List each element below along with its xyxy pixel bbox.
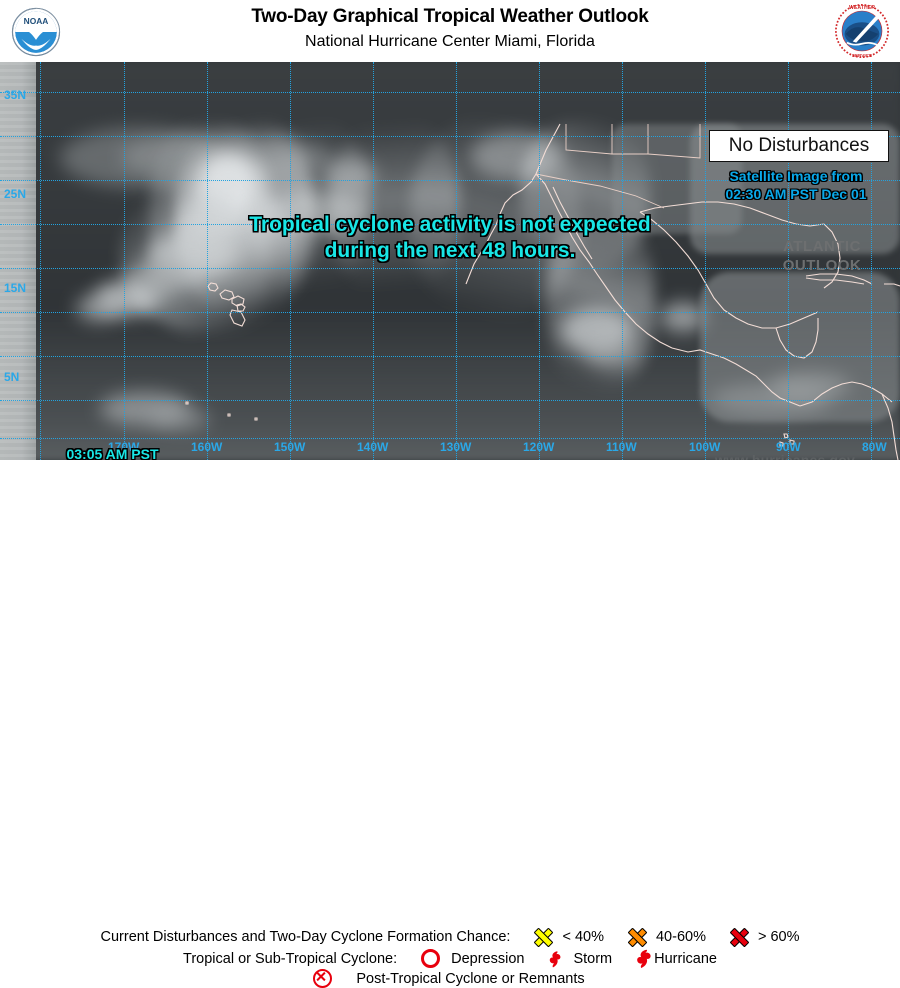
grid-line-horizontal [0, 400, 900, 401]
legend-chance-medium-label: 40-60% [655, 928, 706, 945]
grid-line-vertical [207, 62, 208, 460]
cloud-cell [76, 294, 122, 322]
satellite-image-info: Satellite Image from 02:30 AM PST Dec 01 [706, 167, 886, 203]
earth-limb-texture [0, 62, 36, 460]
svg-text:WEATHER: WEATHER [849, 5, 875, 11]
legend-panel: Current Disturbances and Two-Day Cyclone… [0, 460, 900, 988]
lon-label-90w: 90W [776, 440, 801, 454]
lon-label-100w: 100W [689, 440, 721, 454]
lat-label-25n: 25N [4, 187, 27, 201]
earth-limb [0, 62, 36, 460]
grid-line-horizontal [0, 356, 900, 357]
watermark-url: www.hurricanes.gov [715, 452, 856, 460]
cloud-cell [660, 302, 706, 332]
hurricane-swirl-icon [637, 949, 651, 968]
lon-label-130w: 130W [440, 440, 472, 454]
caribbean-region [700, 272, 900, 422]
legend-chance-low-label: < 40% [562, 928, 604, 945]
lon-label-140w: 140W [357, 440, 389, 454]
cloud-cell [585, 337, 639, 369]
grid-line-horizontal [0, 268, 900, 269]
legend-row-post-tropical: Post-Tropical Cyclone or Remnants [0, 969, 900, 988]
legend-post-tropical-label: Post-Tropical Cyclone or Remnants [356, 970, 585, 987]
nws-logo: WEATHER SERVICE [835, 4, 889, 58]
grid-line-vertical [788, 62, 789, 460]
grid-line-horizontal [0, 92, 900, 93]
legend-cyclone-type-label: Tropical or Sub-Tropical Cyclone: [183, 950, 398, 967]
lat-label-5n: 5N [4, 370, 20, 384]
legend-chance-high-label: > 60% [757, 928, 800, 945]
grid-line-vertical [622, 62, 623, 460]
grid-line-horizontal [0, 312, 900, 313]
cloud-streak [520, 120, 650, 270]
cloud-cell [150, 407, 210, 431]
lon-label-160w: 160W [191, 440, 223, 454]
noaa-logo: NOAA [11, 7, 61, 57]
legend-row-formation-chance: Current Disturbances and Two-Day Cyclone… [0, 927, 900, 948]
status-badge: No Disturbances [709, 130, 889, 162]
legend-depression-label: Depression [451, 950, 525, 967]
x-mark-icon-low [534, 927, 554, 948]
legend-hurricane-label: Hurricane [654, 950, 717, 967]
atlantic-outlook-line2: OUTLOOK [782, 257, 862, 274]
x-mark-icon-medium [627, 927, 648, 948]
storm-swirl-icon [550, 950, 561, 967]
outlook-message-line2: during the next 48 hours. [324, 239, 576, 262]
cloud-cell [296, 192, 366, 232]
issuance-timestamp: 03:05 AM PST Mon Dec 01 2025 [30, 445, 195, 460]
legend-storm-label: Storm [573, 950, 613, 967]
grid-line-vertical [373, 62, 374, 460]
legend-formation-chance-label: Current Disturbances and Two-Day Cyclone… [100, 928, 511, 945]
satellite-map[interactable]: 35N 25N 15N 5N 170W 160W 150W 140W 130W … [0, 62, 900, 460]
x-mark-icon-high [729, 927, 750, 948]
grid-line-vertical [124, 62, 125, 460]
post-tropical-x-circle-icon [313, 969, 333, 988]
lon-label-80w: 80W [862, 440, 887, 454]
grid-line-vertical [705, 62, 706, 460]
outlook-message: Tropical cyclone activity is not expecte… [0, 212, 900, 264]
cloud-cell [470, 132, 562, 180]
grid-line-vertical [539, 62, 540, 460]
svg-text:SERVICE: SERVICE [852, 53, 872, 58]
atlantic-outlook-link[interactable]: ATLANTIC OUTLOOK [757, 237, 887, 275]
page-title: Two-Day Graphical Tropical Weather Outlo… [251, 6, 649, 27]
page-subtitle: National Hurricane Center Miami, Florida [305, 33, 595, 50]
lon-label-120w: 120W [523, 440, 555, 454]
lon-label-150w: 150W [274, 440, 306, 454]
grid-line-vertical [290, 62, 291, 460]
satellite-info-line2: 02:30 AM PST Dec 01 [725, 186, 867, 202]
lon-label-110w: 110W [606, 440, 637, 454]
grid-line-horizontal [0, 224, 900, 225]
legend-row-cyclone-types: Tropical or Sub-Tropical Cyclone: Depres… [0, 949, 900, 968]
page-header: NOAA Two-Day Graphical Tropical Weather … [0, 0, 900, 62]
timestamp-time: 03:05 AM PST [66, 446, 159, 460]
atlantic-outlook-line1: ATLANTIC [783, 238, 861, 255]
lon-label-170w: 170W [108, 440, 140, 454]
satellite-info-line1: Satellite Image from [729, 168, 863, 184]
outlook-message-line1: Tropical cyclone activity is not expecte… [249, 213, 651, 236]
coastline-overlay [185, 123, 900, 460]
svg-text:NOAA: NOAA [24, 16, 49, 26]
cloud-cell [320, 158, 376, 192]
grid-line-vertical [871, 62, 872, 460]
grid-line-horizontal [0, 136, 900, 137]
grid-line-vertical [40, 62, 41, 460]
lat-label-15n: 15N [4, 281, 27, 295]
grid-line-horizontal [0, 438, 900, 439]
grid-line-vertical [456, 62, 457, 460]
grid-line-horizontal [0, 180, 900, 181]
depression-circle-icon [421, 949, 441, 968]
cloud-cell [100, 392, 190, 426]
lat-label-35n: 35N [4, 88, 27, 102]
